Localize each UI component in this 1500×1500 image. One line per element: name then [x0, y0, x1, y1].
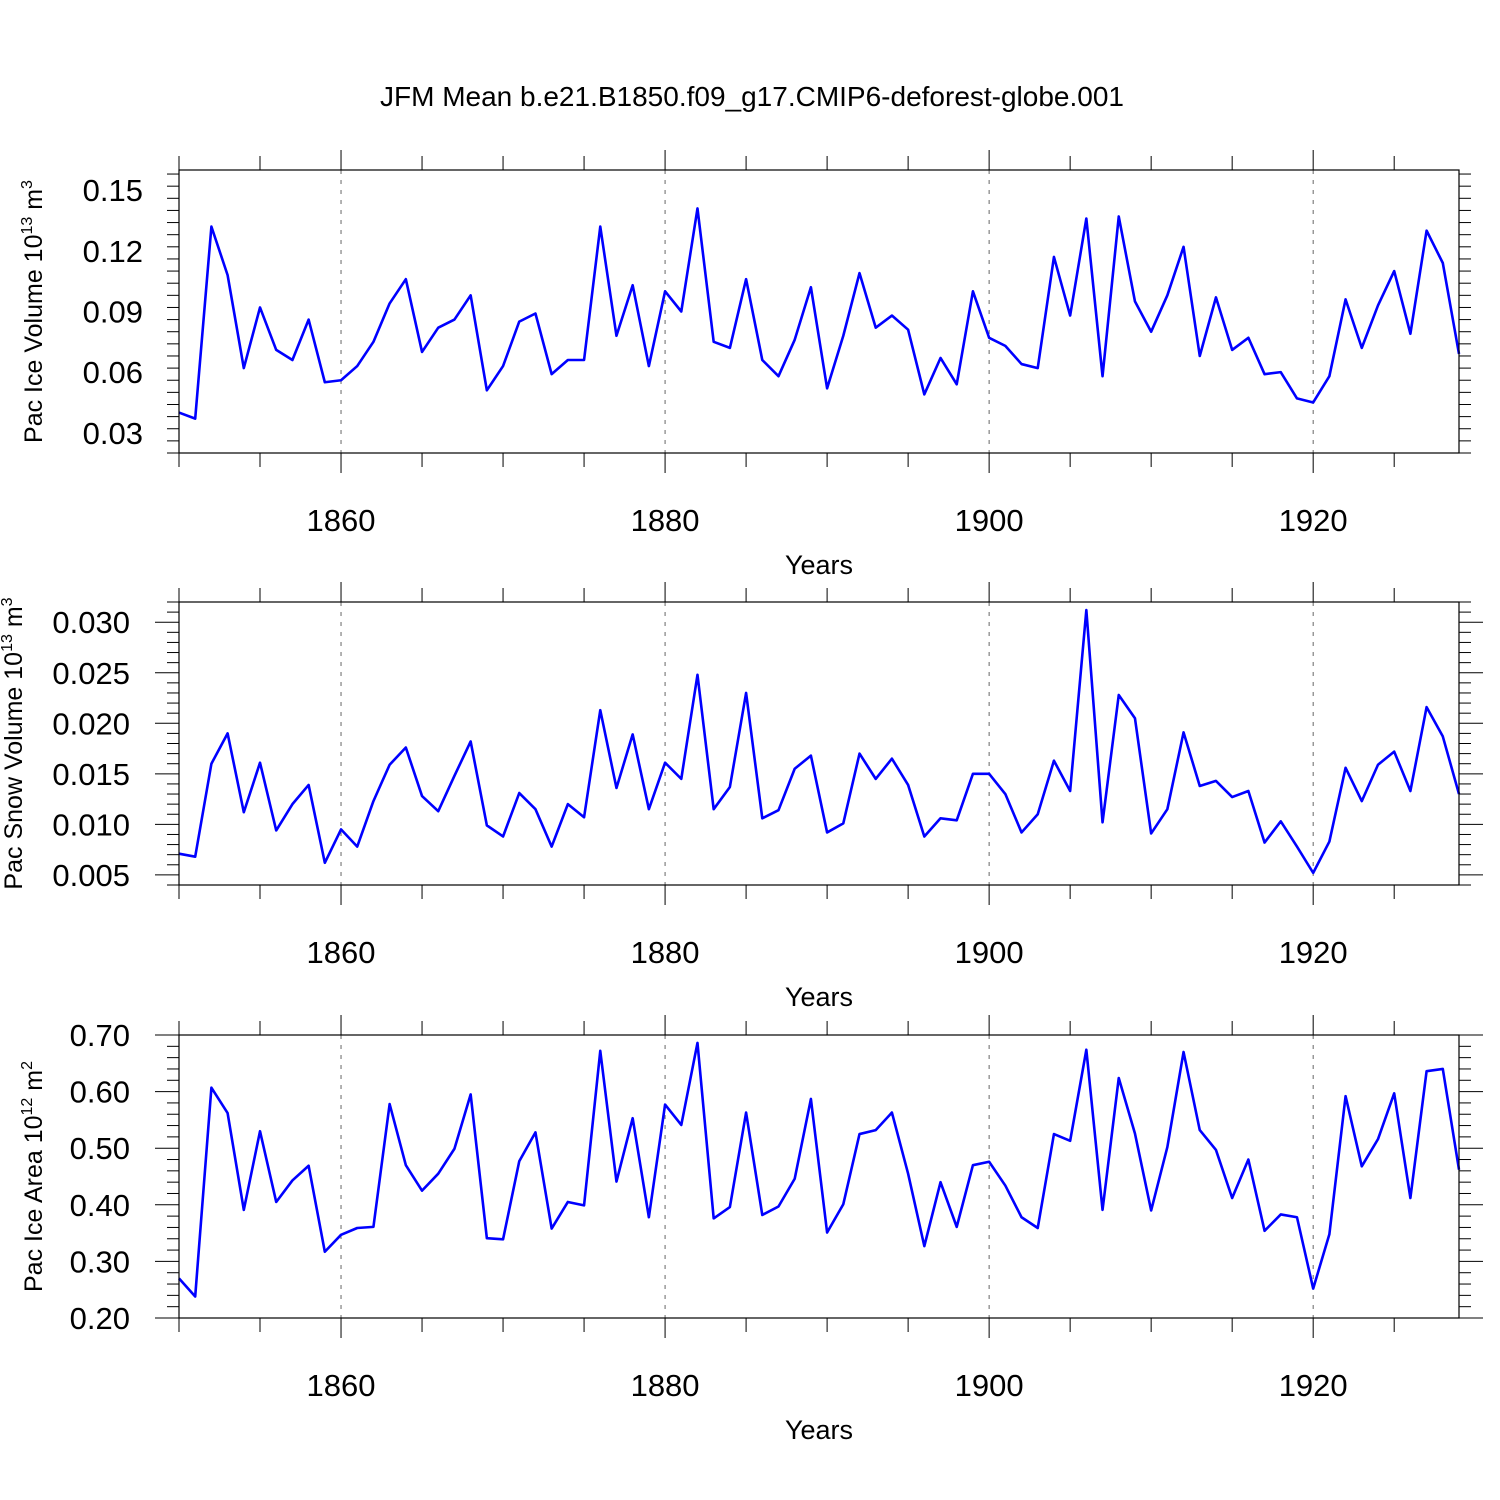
figure-title: JFM Mean b.e21.B1850.f09_g17.CMIP6-defor… [380, 81, 1124, 112]
panel-ice-volume: 1860 1880 1900 1920 Years 0.03 0.06 0.09 0.12 0.1… [19, 150, 1471, 580]
x-tick-label: 1920 [1279, 1368, 1348, 1403]
y-tick-label: 0.020 [52, 706, 130, 741]
y-tick-label: 0.03 [83, 416, 143, 451]
x-tick-label: 1860 [307, 503, 376, 538]
x-tick-label: 1920 [1279, 935, 1348, 970]
x-tick-label: 1900 [955, 1368, 1024, 1403]
x-tick-label: 1920 [1279, 503, 1348, 538]
y-tick-label: 0.40 [70, 1188, 130, 1223]
y-axis-label: Pac Ice Area 1012 m2 [19, 1061, 48, 1292]
y-tick-label: 0.50 [70, 1131, 130, 1166]
plot-frame [178, 601, 1460, 886]
x-tick-label: 1880 [631, 503, 700, 538]
y-tick-label: 0.015 [52, 757, 130, 792]
x-tick-label: 1860 [307, 935, 376, 970]
x-tick-label: 1900 [955, 503, 1024, 538]
x-axis-label: Years [785, 550, 853, 580]
y-tick-label: 0.06 [83, 355, 143, 390]
y-tick-label: 0.60 [70, 1075, 130, 1110]
y-tick-label: 0.030 [52, 605, 130, 640]
series-line-snow-volume [178, 608, 1461, 875]
x-tick-label: 1900 [955, 935, 1024, 970]
plot-frame [178, 169, 1460, 454]
y-tick-label: 0.025 [52, 656, 130, 691]
y-axis-label: Pac Ice Volume 1013 m3 [19, 180, 48, 443]
series-line-ice-area [178, 1041, 1461, 1298]
y-tick-label: 0.70 [70, 1018, 130, 1053]
x-tick-label: 1860 [307, 1368, 376, 1403]
y-tick-label: 0.30 [70, 1244, 130, 1279]
panel-snow-volume: 1860 1880 1900 1920 Years 0.005 0.010 0.015 0.02… [0, 582, 1483, 1012]
y-tick-label: 0.005 [52, 858, 130, 893]
x-tick-label: 1880 [631, 1368, 700, 1403]
y-tick-label: 0.15 [83, 173, 143, 208]
panels: 1860 1880 1900 1920 Years 0.03 0.06 0.09 0.12 0.1… [0, 150, 1483, 1445]
y-axis-label: Pac Snow Volume 1013 m3 [0, 597, 28, 889]
y-tick-label: 0.20 [70, 1301, 130, 1336]
y-tick-label: 0.010 [52, 807, 130, 842]
plot-frame [178, 1034, 1460, 1319]
y-tick-label: 0.12 [83, 234, 143, 269]
x-axis-label: Years [785, 1415, 853, 1445]
x-tick-label: 1880 [631, 935, 700, 970]
y-tick-label: 0.09 [83, 295, 143, 330]
panel-ice-area: 1860 1880 1900 1920 Years 0.20 0.30 0.40 0.50 0.6… [19, 1015, 1483, 1445]
series-line-ice-volume [178, 207, 1461, 420]
x-axis-label: Years [785, 982, 853, 1012]
